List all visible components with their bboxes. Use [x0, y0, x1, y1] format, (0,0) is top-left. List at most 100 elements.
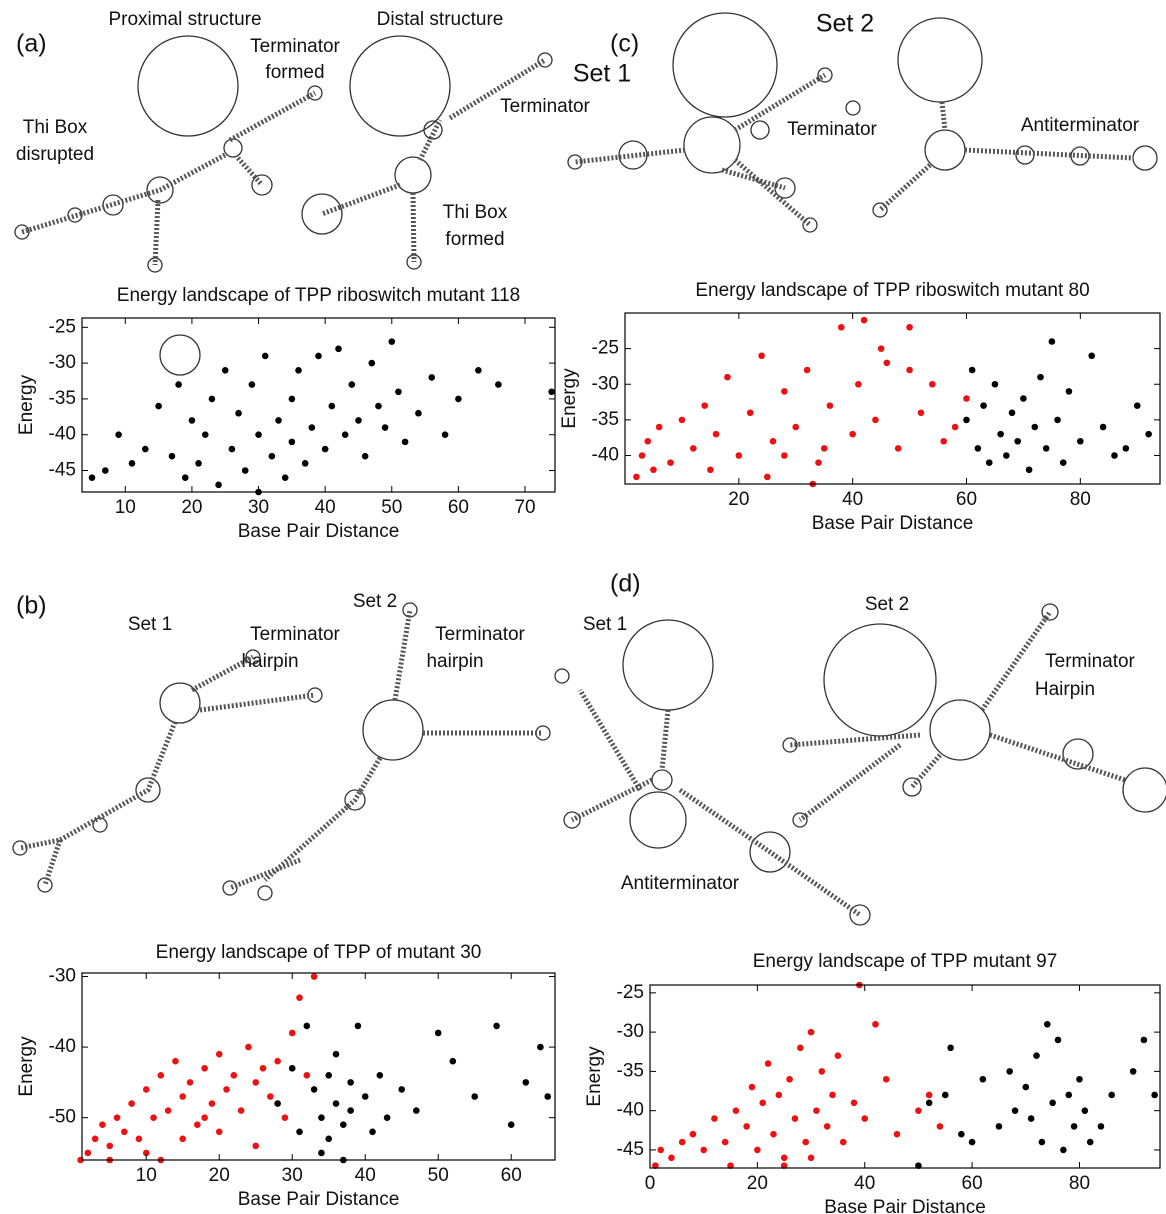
scatter-point [802, 1138, 809, 1146]
annotation: Thi Box [23, 117, 88, 138]
scatter-point [288, 1064, 296, 1072]
annotation: Set 1 [583, 614, 627, 635]
scatter-point [288, 395, 296, 403]
x-tick-label: 70 [514, 497, 535, 518]
annotation: Set 1 [128, 614, 172, 635]
scatter-point [1049, 1099, 1056, 1107]
scatter-point [395, 388, 402, 396]
annotation: Proximal structure [108, 9, 261, 30]
scatter-point [449, 1057, 457, 1065]
scatter-point [1129, 1068, 1137, 1075]
x-tick-label: 30 [282, 1165, 303, 1186]
scatter-point [328, 402, 336, 410]
x-axis-label: Base Pair Distance [812, 513, 974, 534]
scatter-point [537, 1043, 544, 1051]
scatter-point [743, 1123, 750, 1130]
annotation: Antiterminator [1021, 115, 1140, 136]
scatter-point [807, 1154, 815, 1162]
scatter-point [201, 1114, 208, 1121]
x-tick-label: 0 [645, 1173, 656, 1194]
scatter-point [315, 352, 322, 360]
scatter-point [252, 1142, 260, 1150]
annotation: hairpin [426, 651, 483, 672]
scatter-point [261, 352, 269, 360]
annotation: disrupted [16, 144, 94, 165]
scatter-point [1020, 395, 1027, 402]
scatter-point [245, 1043, 252, 1051]
scatter-point [332, 1100, 340, 1107]
scatter-point [318, 1149, 325, 1157]
y-axis-label: Energy [559, 368, 580, 429]
x-axis-label: Base Pair Distance [238, 521, 400, 542]
scatter-point [1099, 423, 1107, 431]
scatter-point [84, 1149, 92, 1157]
scatter-point [1077, 437, 1084, 445]
scatter-point [780, 1154, 788, 1162]
scatter-point [1097, 1123, 1105, 1130]
scatter-point [700, 1146, 707, 1154]
plot-frame [649, 984, 1161, 1169]
annotation: Terminator [250, 36, 340, 57]
scatter-point [711, 1115, 718, 1122]
scatter-point [1122, 445, 1130, 452]
scatter-point [974, 445, 982, 452]
y-tick-label: -30 [49, 352, 76, 373]
x-tick-label: 40 [854, 1173, 875, 1194]
scatter-point [834, 1052, 842, 1059]
scatter-point [644, 437, 652, 445]
scatter-point [837, 323, 845, 331]
scatter-point [775, 1091, 783, 1099]
scatter-point [813, 1107, 820, 1114]
scatter-point [781, 388, 788, 395]
y-tick-label: -35 [617, 1060, 644, 1081]
scatter-point [325, 1072, 333, 1079]
scatter-point [652, 1162, 659, 1169]
scatter-point [861, 1115, 869, 1122]
scatter-point [274, 1100, 281, 1107]
scatter-point [296, 994, 303, 1001]
scatter-point [818, 1068, 826, 1075]
scatter-point [157, 1072, 165, 1079]
y-tick-label: -40 [617, 1100, 644, 1121]
scatter-point [980, 402, 987, 409]
annotation: hairpin [241, 651, 298, 672]
scatter-point [797, 1044, 804, 1052]
scatter-point [383, 1114, 391, 1121]
scatter-point [181, 474, 189, 481]
scatter-point [758, 352, 765, 360]
scatter-point [475, 366, 482, 374]
scatter-point [1038, 1138, 1046, 1146]
x-tick-label: 60 [956, 489, 977, 510]
scatter-point [128, 460, 136, 467]
scatter-point [823, 1123, 831, 1130]
scatter-point [849, 430, 856, 438]
scatter-point [310, 1086, 318, 1093]
scatter-point [1076, 1075, 1083, 1083]
scatter-point [415, 409, 422, 417]
y-tick-label: -40 [592, 445, 619, 466]
y-tick-label: -30 [49, 966, 76, 987]
scatter-point [712, 430, 720, 438]
scatter-point [968, 366, 976, 374]
scatter-point [968, 1138, 976, 1146]
y-tick-label: -25 [49, 316, 76, 337]
scatter-point [441, 431, 449, 439]
scatter-point [1025, 466, 1033, 474]
scatter-point [855, 380, 862, 388]
scatter-point [175, 381, 182, 388]
scatter-point [991, 380, 999, 388]
y-tick-label: -50 [49, 1107, 76, 1128]
scatter-point [493, 1022, 500, 1030]
scatter-point [877, 345, 885, 352]
y-axis-label: Energy [16, 1036, 37, 1097]
y-tick-label: -40 [49, 424, 76, 445]
scatter-point [1081, 1107, 1089, 1114]
y-tick-label: -45 [49, 460, 76, 481]
scatter-point [235, 409, 242, 417]
plot-frame [81, 972, 556, 1161]
scatter-point [1003, 452, 1010, 459]
scatter-point [102, 467, 109, 474]
scatter-point [230, 1072, 238, 1079]
scatter-point [963, 416, 970, 424]
scatter-point [91, 1135, 99, 1143]
